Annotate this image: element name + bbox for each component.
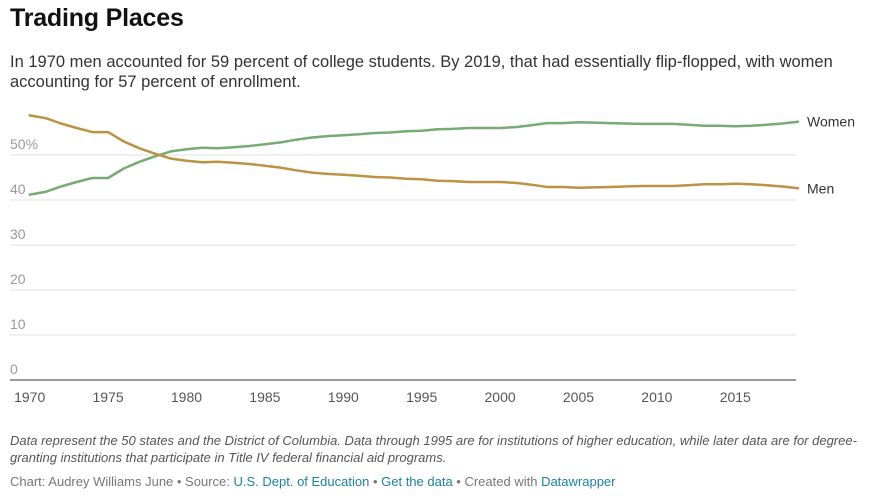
chart-subtitle: In 1970 men accounted for 59 percent of … bbox=[10, 53, 833, 91]
series-label-men: Men bbox=[807, 180, 834, 196]
x-tick-label: 1975 bbox=[93, 389, 124, 405]
x-tick-label: 1970 bbox=[14, 389, 45, 405]
y-tick-label: 10 bbox=[10, 316, 26, 332]
y-tick-label: 20 bbox=[10, 271, 26, 287]
y-tick-label: 0 bbox=[10, 361, 18, 377]
grid-layer bbox=[10, 154, 796, 381]
x-tick-label: 1980 bbox=[171, 389, 202, 405]
chart-notes: Data represent the 50 states and the Dis… bbox=[10, 433, 857, 465]
datawrapper-link[interactable]: Datawrapper bbox=[541, 474, 616, 489]
x-tick-label: 1995 bbox=[406, 389, 437, 405]
credit-prefix: Chart: Audrey Williams June • Source: bbox=[10, 474, 234, 489]
x-tick-label: 2005 bbox=[563, 389, 594, 405]
series-layer bbox=[28, 114, 800, 196]
y-tick-label: 50% bbox=[10, 136, 38, 152]
chart-credits: Chart: Audrey Williams June • Source: U.… bbox=[10, 474, 616, 489]
source-link[interactable]: U.S. Dept. of Education bbox=[233, 474, 370, 489]
x-tick-label: 1990 bbox=[328, 389, 359, 405]
series-line-men bbox=[28, 114, 800, 190]
credit-separator-2: • Created with bbox=[452, 474, 542, 489]
get-data-link[interactable]: Get the data bbox=[381, 474, 453, 489]
x-tick-label: 2000 bbox=[485, 389, 516, 405]
credit-separator: • bbox=[369, 474, 382, 489]
x-tick-label: 1985 bbox=[249, 389, 280, 405]
series-labels: Women Men bbox=[807, 114, 855, 197]
x-tick-label: 2010 bbox=[641, 389, 672, 405]
series-line-women bbox=[28, 120, 800, 196]
x-tick-label: 2015 bbox=[720, 389, 751, 405]
y-tick-label: 40 bbox=[10, 181, 26, 197]
y-tick-label: 30 bbox=[10, 226, 26, 242]
chart-title: Trading Places bbox=[10, 4, 184, 32]
series-label-women: Women bbox=[807, 114, 855, 130]
line-chart: 0 10 20 30 40 50% 1970 1975 1980 1985 1990 1995 200… bbox=[10, 114, 855, 405]
x-axis-ticks: 1970 1975 1980 1985 1990 1995 2000 2005 2010 2015 bbox=[14, 389, 751, 405]
y-axis-ticks: 0 10 20 30 40 50% bbox=[10, 136, 38, 377]
